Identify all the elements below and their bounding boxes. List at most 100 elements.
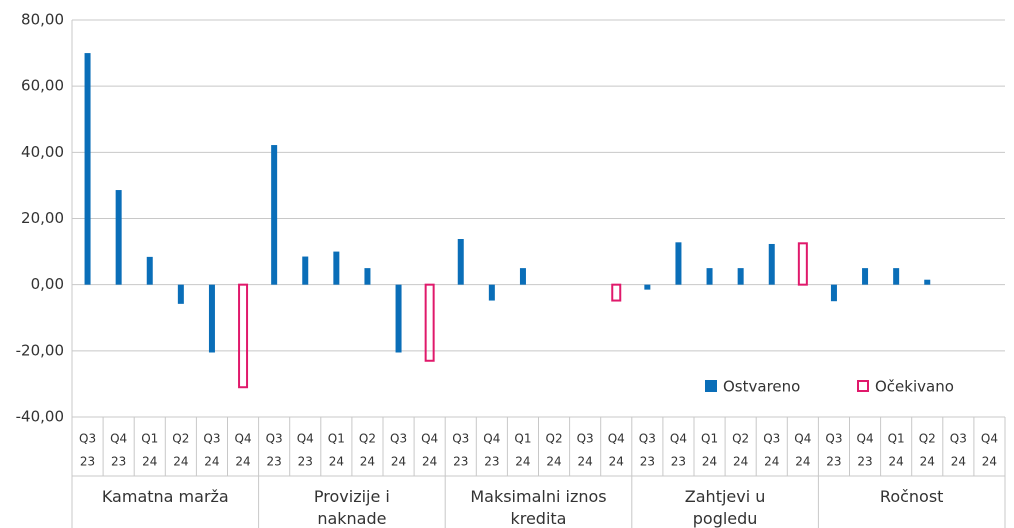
bar [675, 242, 682, 285]
x-tick-label: 24 [764, 455, 779, 469]
x-tick-label: Q3 [639, 432, 656, 446]
x-tick-label: Q1 [514, 432, 531, 446]
group-label: Kamatna marža [101, 487, 229, 506]
x-tick-label: 24 [546, 455, 561, 469]
x-tick-label: 23 [671, 455, 686, 469]
y-tick-label: -40,00 [16, 408, 64, 426]
x-tick-label: 23 [826, 455, 841, 469]
x-tick-label: Q3 [577, 432, 594, 446]
bar [924, 279, 931, 285]
x-tick-label: Q3 [452, 432, 469, 446]
x-tick-label: 24 [795, 455, 810, 469]
x-tick-label: 24 [951, 455, 966, 469]
x-tick-label: 23 [80, 455, 95, 469]
x-tick-label: Q3 [825, 432, 842, 446]
x-tick-label: Q4 [483, 432, 500, 446]
x-tick-label: 23 [857, 455, 872, 469]
x-tick-label: 23 [484, 455, 499, 469]
bar [488, 284, 495, 301]
x-tick-label: Q3 [266, 432, 283, 446]
bar [333, 251, 340, 285]
x-tick-label: Q2 [359, 432, 376, 446]
bar [644, 284, 651, 290]
legend-label: Ostvareno [723, 378, 800, 396]
x-tick-label: Q4 [794, 432, 811, 446]
x-tick-label: Q1 [328, 432, 345, 446]
x-tick-label: 24 [329, 455, 344, 469]
bar [395, 284, 402, 353]
x-tick-label: Q4 [110, 432, 127, 446]
x-tick-label: Q4 [608, 432, 625, 446]
x-tick-label: Q3 [390, 432, 407, 446]
bar [457, 239, 464, 285]
legend-swatch [857, 380, 869, 392]
bar [364, 268, 371, 285]
x-tick-label: Q1 [701, 432, 718, 446]
x-tick-label: Q4 [857, 432, 874, 446]
x-tick-label: 24 [578, 455, 593, 469]
x-tick-label: 24 [391, 455, 406, 469]
x-tick-label: 24 [515, 455, 530, 469]
x-tick-label: 24 [920, 455, 935, 469]
y-tick-label: 0,00 [31, 275, 64, 293]
group-label: Provizije i naknade [313, 487, 390, 528]
bar [830, 284, 837, 302]
x-tick-label: 24 [142, 455, 157, 469]
x-tick-label: 23 [453, 455, 468, 469]
x-tick-label: Q4 [421, 432, 438, 446]
x-tick-label: 23 [111, 455, 126, 469]
x-tick-label: 24 [982, 455, 997, 469]
x-tick-label: 24 [702, 455, 717, 469]
x-tick-label: Q3 [203, 432, 220, 446]
bar [768, 243, 775, 285]
group-label: Ročnost [879, 487, 944, 506]
bar [797, 242, 808, 286]
bar [302, 256, 309, 285]
x-tick-label: Q2 [172, 432, 189, 446]
x-tick-label: Q4 [670, 432, 687, 446]
x-tick-label: 24 [889, 455, 904, 469]
x-tick-label: 23 [267, 455, 282, 469]
bar [737, 268, 744, 285]
x-tick-label: Q2 [732, 432, 749, 446]
x-tick-label: Q1 [141, 432, 158, 446]
x-tick-label: Q1 [888, 432, 905, 446]
bar [84, 53, 91, 285]
legend-label: Očekivano [875, 378, 954, 396]
y-tick-label: 20,00 [21, 209, 64, 227]
bar [519, 268, 526, 285]
group-label: Maksimalni iznos kredita [470, 487, 607, 528]
x-tick-label: 24 [173, 455, 188, 469]
x-tick-label: Q3 [763, 432, 780, 446]
x-tick-label: 24 [609, 455, 624, 469]
bar [177, 284, 184, 304]
y-tick-label: 40,00 [21, 143, 64, 161]
x-tick-label: 24 [360, 455, 375, 469]
bar [424, 283, 435, 362]
y-tick-label: -20,00 [16, 341, 64, 359]
x-tick-label: 24 [733, 455, 748, 469]
bar [706, 268, 713, 285]
x-tick-label: Q4 [297, 432, 314, 446]
bar [271, 145, 278, 285]
x-tick-label: Q3 [950, 432, 967, 446]
bar [115, 190, 122, 285]
x-tick-label: 24 [422, 455, 437, 469]
bar [862, 268, 869, 285]
x-tick-label: Q2 [919, 432, 936, 446]
y-tick-label: 80,00 [21, 11, 64, 29]
x-tick-label: 23 [640, 455, 655, 469]
x-tick-label: Q4 [235, 432, 252, 446]
x-tick-label: 24 [204, 455, 219, 469]
bar [238, 283, 249, 389]
x-tick-label: Q4 [981, 432, 998, 446]
bar [208, 284, 215, 353]
bar [893, 268, 900, 285]
legend-swatch [705, 380, 717, 392]
bar [611, 283, 622, 302]
x-tick-label: Q3 [79, 432, 96, 446]
x-tick-label: 24 [235, 455, 250, 469]
bar [146, 256, 153, 285]
